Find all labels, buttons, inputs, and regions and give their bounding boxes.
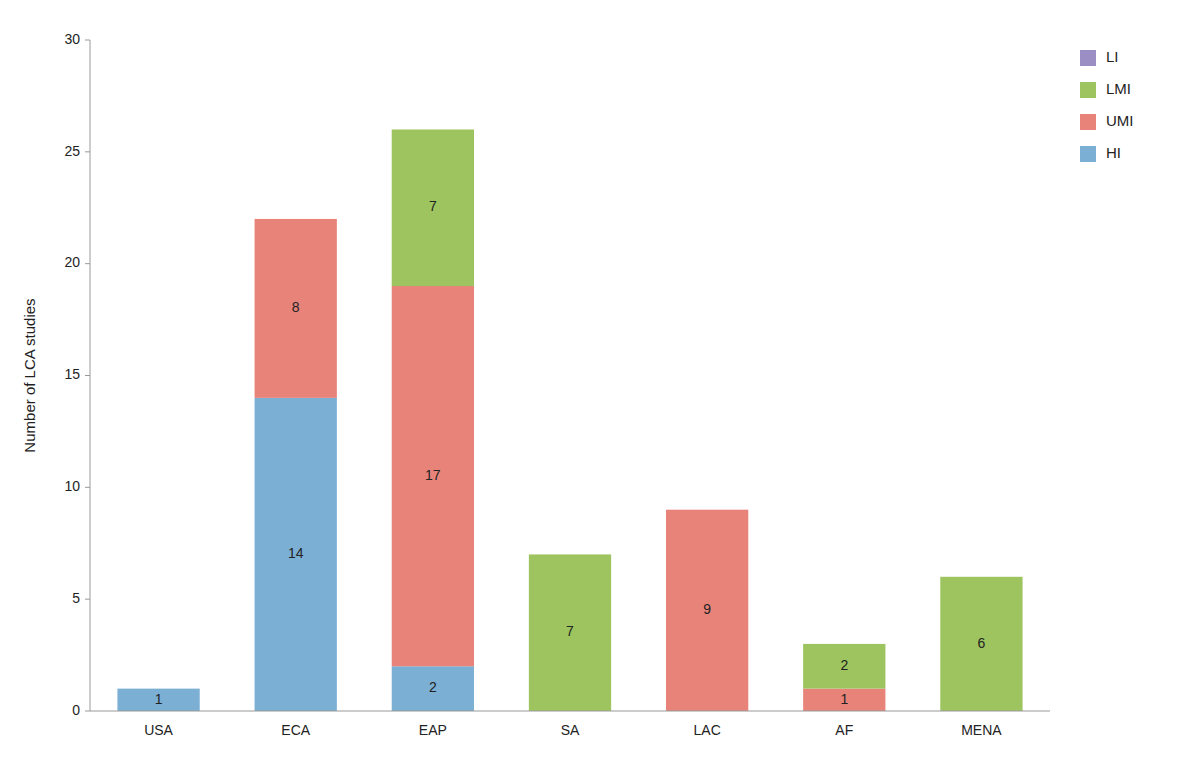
x-tick-label: ECA (281, 722, 310, 738)
y-tick-label: 25 (64, 143, 80, 159)
y-tick-label: 0 (72, 702, 80, 718)
bar-segment (255, 398, 337, 711)
bar-segment (117, 689, 199, 711)
bar-segment (255, 218, 337, 219)
legend: LI LMI UMI HI (1080, 48, 1134, 162)
y-tick-label: 20 (64, 254, 80, 270)
x-tick-label: MENA (961, 722, 1002, 738)
x-axis: USA ECA EAP SA LAC AF MENA (90, 711, 1050, 738)
legend-swatch (1080, 82, 1096, 98)
legend-label: UMI (1106, 112, 1134, 129)
bar-segment (529, 554, 611, 711)
data-label: 2 (429, 679, 437, 695)
y-tick-label: 30 (64, 31, 80, 47)
data-label: 17 (425, 467, 441, 483)
bar-segment (392, 666, 474, 711)
bar-segment (117, 688, 199, 689)
bar-segment (392, 129, 474, 130)
bar-segment (392, 286, 474, 666)
y-axis-label: Number of LCA studies (21, 298, 38, 452)
bar-segment (666, 510, 748, 711)
chart-container: 051015202530Number of LCA studies1142817… (0, 0, 1200, 781)
bar-segment (255, 219, 337, 398)
bar-segment (117, 688, 199, 689)
x-axis-line (90, 711, 1050, 712)
data-label: 7 (429, 198, 437, 214)
x-tick-label: USA (144, 722, 173, 738)
legend-swatch (1080, 50, 1096, 66)
data-label: 1 (155, 691, 163, 707)
legend-swatch (1080, 146, 1096, 162)
data-label: 6 (978, 635, 986, 651)
legend-swatch (1080, 114, 1096, 130)
y-tick-label: 10 (64, 478, 80, 494)
data-label: 7 (566, 623, 574, 639)
x-tick-label: LAC (694, 722, 721, 738)
y-tick (85, 711, 90, 712)
legend-label: HI (1106, 144, 1121, 161)
bar-segment (803, 689, 885, 711)
bar-segment (392, 129, 474, 286)
y-tick (85, 151, 90, 152)
legend-label: LMI (1106, 80, 1131, 97)
bar-segment (803, 644, 885, 689)
bar-segment (940, 576, 1022, 577)
y-axis-line (90, 40, 91, 711)
y-axis: 0 5 10 15 20 25 30 (64, 31, 90, 718)
y-tick (85, 375, 90, 376)
data-labels: 1142817917726 (155, 198, 986, 706)
x-tick-label: SA (561, 722, 580, 738)
x-tick-label: EAP (419, 722, 447, 738)
bar-segment (529, 554, 611, 555)
chart-svg: 051015202530Number of LCA studies1142817… (0, 0, 1200, 781)
bar-segment (255, 218, 337, 219)
bar-segment (117, 688, 199, 689)
data-label: 14 (288, 545, 304, 561)
bar-segment (803, 643, 885, 644)
y-tick (85, 40, 90, 41)
y-tick-label: 15 (64, 366, 80, 382)
data-label: 2 (840, 657, 848, 673)
bar-segment (666, 509, 748, 510)
legend-label: LI (1106, 48, 1119, 65)
y-tick (85, 487, 90, 488)
data-label: 8 (292, 299, 300, 315)
bar-segment (666, 509, 748, 510)
y-tick (85, 599, 90, 600)
y-tick (85, 263, 90, 264)
x-tick-label: AF (835, 722, 853, 738)
bars (117, 129, 1022, 711)
bar-segment (940, 577, 1022, 711)
y-tick-label: 5 (72, 590, 80, 606)
data-label: 1 (840, 691, 848, 707)
data-label: 9 (703, 601, 711, 617)
